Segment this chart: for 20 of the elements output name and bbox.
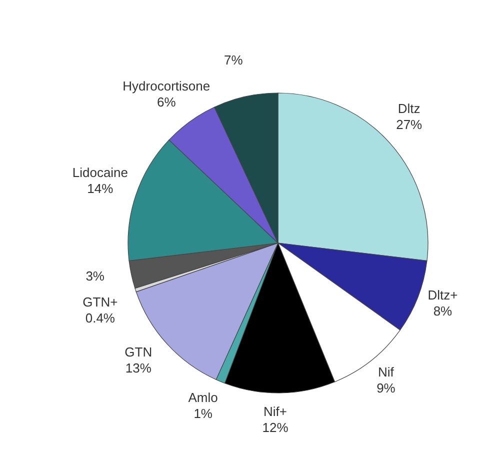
slice-label: Hydrocortisone <box>122 78 210 94</box>
data-label: 3% <box>86 268 105 284</box>
data-label: 14% <box>87 180 114 196</box>
slice-label: Lidocaine <box>72 164 128 180</box>
slice-label: Dltz <box>398 101 420 116</box>
slice-label: GTN+ <box>82 294 118 310</box>
data-label: 8% <box>433 304 453 319</box>
data-label: 1% <box>194 406 213 422</box>
slice-label: Dltz+ <box>428 288 458 303</box>
data-label: 27% <box>396 117 423 132</box>
data-label: 0.4% <box>85 310 116 326</box>
data-label: 13% <box>125 360 152 376</box>
slice-label: Amlo <box>188 390 218 406</box>
slice-label: Nif <box>378 364 394 380</box>
data-label: 6% <box>156 94 176 110</box>
data-label: 12% <box>262 420 289 435</box>
data-label: 7% <box>224 52 244 68</box>
slice-label: Nif+ <box>264 404 288 419</box>
data-label: 9% <box>376 380 396 396</box>
slice-label: GTN <box>124 344 152 360</box>
